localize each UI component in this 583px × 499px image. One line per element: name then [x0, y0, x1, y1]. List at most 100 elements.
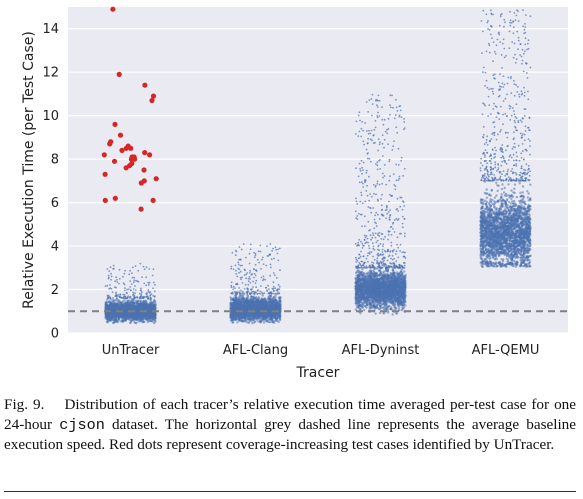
data-point [275, 299, 278, 302]
data-point [152, 268, 155, 271]
data-point [107, 297, 110, 300]
data-point [149, 295, 152, 297]
data-point [114, 302, 117, 305]
data-point [132, 281, 135, 284]
data-point [111, 310, 114, 313]
data-point [243, 314, 246, 317]
data-point [117, 317, 121, 320]
data-point [141, 276, 144, 278]
data-point [234, 296, 238, 300]
data-point [243, 320, 246, 323]
data-point [133, 302, 137, 305]
data-point [246, 314, 249, 317]
data-point [123, 283, 126, 286]
data-point [147, 284, 150, 286]
data-point [119, 320, 122, 323]
data-point [267, 320, 270, 324]
data-point [106, 268, 109, 270]
data-point [123, 289, 126, 292]
data-point [128, 316, 132, 319]
data-point [127, 295, 130, 297]
data-point [135, 279, 138, 282]
data-point [231, 321, 234, 324]
data-point [148, 268, 151, 270]
data-point [148, 319, 152, 322]
data-point [122, 313, 125, 316]
data-point [129, 269, 132, 272]
data-point [108, 318, 111, 321]
data-point [110, 275, 113, 278]
data-point [272, 305, 275, 308]
data-point [262, 298, 265, 301]
data-point [149, 296, 152, 299]
strip-chart: 0 2 4 6 8 10 12 14 UnTracer AFL-Clang AFL-Dyninst… [21, 6, 568, 381]
data-point [230, 313, 233, 316]
data-point [272, 312, 275, 315]
data-point [231, 251, 234, 254]
data-point [242, 310, 246, 313]
data-point [262, 321, 266, 324]
data-point [115, 307, 119, 311]
data-point [126, 299, 129, 303]
data-point [277, 314, 281, 318]
data-point [142, 265, 145, 268]
data-point [263, 313, 267, 316]
data-point [230, 267, 233, 270]
data-point [243, 317, 246, 320]
data-point [134, 285, 136, 287]
gridlines [68, 28, 568, 334]
data-point [275, 248, 278, 251]
data-point [254, 307, 257, 311]
data-point [259, 301, 262, 304]
data-point [146, 313, 149, 316]
data-point [129, 313, 133, 316]
data-point [146, 317, 150, 320]
data-point [261, 319, 264, 322]
data-point [108, 276, 110, 279]
data-point [115, 305, 118, 308]
data-point [118, 277, 121, 280]
data-point [142, 320, 145, 324]
data-point [249, 297, 252, 300]
data-point [114, 320, 118, 323]
data-point [264, 316, 267, 319]
data-point [141, 316, 144, 319]
data-point [125, 291, 128, 294]
data-point [242, 302, 245, 305]
data-point [241, 315, 244, 319]
data-point [122, 297, 125, 300]
data-point [144, 295, 146, 298]
data-point [111, 291, 114, 294]
data-point [129, 280, 132, 282]
data-point [134, 292, 136, 295]
data-point [264, 319, 268, 323]
data-point [110, 306, 114, 309]
data-point [149, 300, 152, 304]
data-point [125, 306, 128, 309]
data-point [269, 315, 272, 318]
data-point [132, 299, 135, 302]
data-point [152, 287, 154, 290]
data-point [129, 289, 132, 292]
data-point [139, 262, 142, 265]
data-point [133, 295, 136, 297]
data-point [128, 273, 131, 276]
data-point [150, 308, 153, 311]
data-point [246, 321, 249, 324]
data-point [128, 304, 132, 307]
data-point [118, 268, 121, 271]
data-point [118, 282, 120, 285]
data-point [233, 305, 236, 309]
data-point [129, 296, 131, 298]
data-point [255, 316, 258, 319]
data-point [238, 319, 241, 322]
data-point [140, 287, 142, 290]
data-point [278, 318, 282, 322]
data-point [150, 319, 153, 322]
data-point [146, 295, 149, 297]
data-point [137, 305, 140, 308]
data-point [139, 295, 142, 298]
data-point [123, 308, 127, 312]
data-point [230, 306, 234, 309]
data-point [134, 296, 137, 299]
